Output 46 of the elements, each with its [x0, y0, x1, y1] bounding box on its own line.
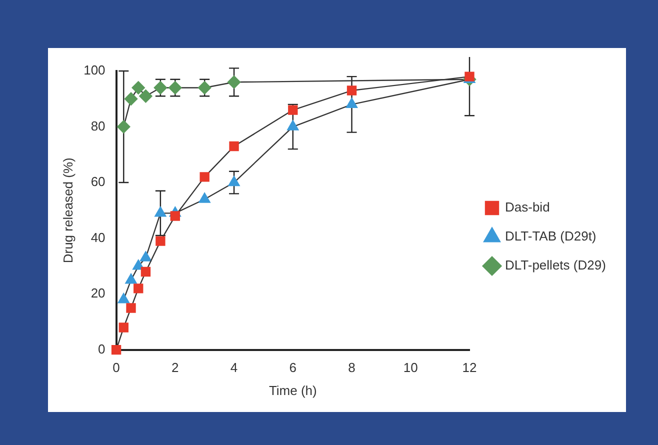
point — [132, 260, 144, 270]
x-tick-label: 2 — [172, 360, 179, 376]
point — [140, 266, 151, 277]
point — [227, 76, 241, 89]
point — [125, 274, 137, 284]
legend-label: Das-bid — [505, 200, 550, 215]
point — [228, 176, 240, 186]
x-tick-label: 12 — [462, 360, 477, 376]
point — [134, 284, 144, 294]
y-tick-label: 80 — [90, 118, 106, 134]
x-tick-label: 10 — [403, 360, 418, 376]
x-tick-label: 8 — [348, 360, 356, 376]
point — [139, 89, 152, 103]
point — [170, 211, 180, 221]
point — [118, 322, 128, 332]
y-tick-label: 60 — [90, 174, 106, 190]
point — [126, 303, 136, 313]
point — [117, 120, 130, 134]
x-tick-label: 4 — [230, 360, 238, 376]
point — [200, 172, 210, 182]
point — [154, 81, 168, 94]
x-axis-title: Time (h) — [268, 382, 317, 398]
point — [168, 81, 182, 94]
point — [132, 81, 145, 94]
point — [111, 344, 122, 355]
x-tick-label: 6 — [289, 360, 297, 376]
point — [140, 251, 152, 262]
x-tick-label: 0 — [112, 360, 120, 376]
point — [118, 293, 130, 304]
point — [154, 206, 166, 217]
y-tick-label: 0 — [98, 341, 106, 356]
point — [156, 236, 166, 246]
point — [198, 81, 212, 94]
point — [198, 192, 210, 203]
y-axis-title: Drug released (%) — [60, 158, 76, 264]
point — [124, 92, 138, 106]
point — [346, 98, 358, 108]
y-tick-label: 20 — [90, 286, 106, 301]
point — [229, 141, 239, 152]
y-tick-label: 100 — [84, 62, 106, 78]
legend-label: DLT-TAB (D29t) — [505, 228, 596, 244]
point — [287, 120, 299, 130]
point — [346, 86, 357, 96]
legend-label: DLT-pellets (D29) — [505, 258, 606, 273]
point — [288, 105, 298, 115]
y-tick-label: 40 — [90, 230, 106, 245]
